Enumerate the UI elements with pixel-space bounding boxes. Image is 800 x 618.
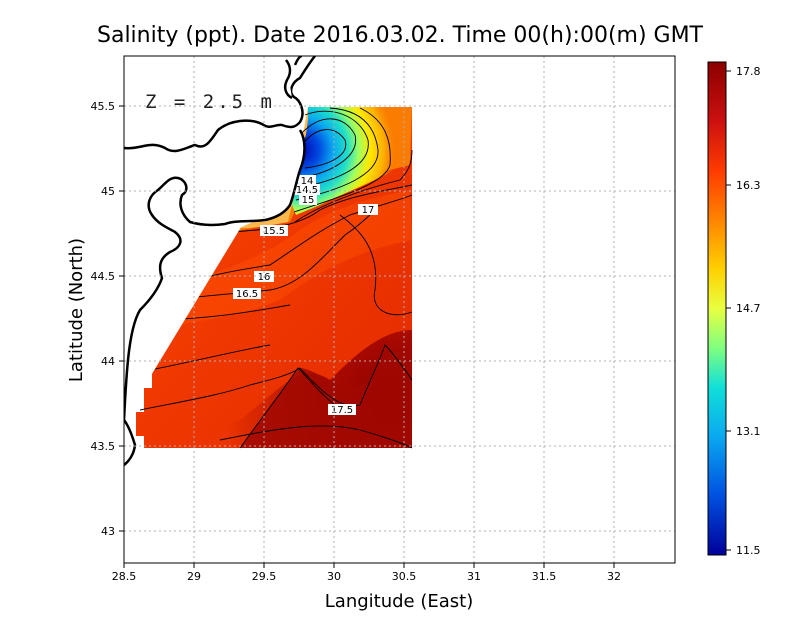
x-axis: 28.5 29 29.5 30 30.5 31 31.5 32: [112, 563, 621, 583]
depth-label: Z = 2.5 m: [145, 91, 275, 113]
contour-label-15-5: 15.5: [263, 226, 285, 237]
contour-label-14-5: 14.5: [296, 185, 318, 196]
y-tick-label: 43.5: [91, 440, 116, 453]
y-tick-label: 45.5: [91, 100, 116, 113]
y-tick-label: 43: [101, 525, 115, 538]
x-tick-label: 29.5: [252, 570, 277, 583]
contour-label-14: 14: [301, 176, 314, 187]
contour-label-17-5: 17.5: [331, 405, 353, 416]
x-tick-label: 30: [327, 570, 341, 583]
figure-title: Salinity (ppt). Date 2016.03.02. Time 00…: [97, 23, 704, 48]
x-tick-label: 32: [607, 570, 621, 583]
contour-label-16-5: 16.5: [236, 289, 258, 300]
contour-label-15: 15: [302, 195, 315, 206]
y-tick-label: 45: [101, 185, 115, 198]
x-tick-label: 29: [187, 570, 201, 583]
y-tick-label: 44.5: [91, 270, 116, 283]
contour-label-17: 17: [362, 205, 375, 216]
colorbar-tick-label: 11.5: [736, 544, 761, 557]
x-tick-label: 31.5: [532, 570, 557, 583]
x-axis-label: Langitude (East): [325, 591, 473, 612]
coastline: [124, 56, 316, 466]
colorbar-tick-label: 17.8: [736, 65, 761, 78]
colorbar-tick-label: 13.1: [736, 425, 761, 438]
colorbar-tick-label: 14.7: [736, 302, 761, 315]
grid-lines: [124, 56, 675, 563]
colorbar-tick-label: 16.3: [736, 179, 761, 192]
plot-frame: [123, 55, 676, 564]
x-tick-label: 28.5: [112, 570, 137, 583]
colorbar: 17.8 16.3 14.7 13.1 11.5: [707, 61, 761, 557]
colorbar-gradient: [707, 61, 727, 556]
y-tick-label: 44: [101, 355, 115, 368]
y-axis-label: Latitude (North): [66, 238, 87, 382]
y-axis: 45.5 45 44.5 44 43.5 43: [91, 100, 124, 538]
x-tick-label: 30.5: [392, 570, 417, 583]
x-tick-label: 31: [467, 570, 481, 583]
